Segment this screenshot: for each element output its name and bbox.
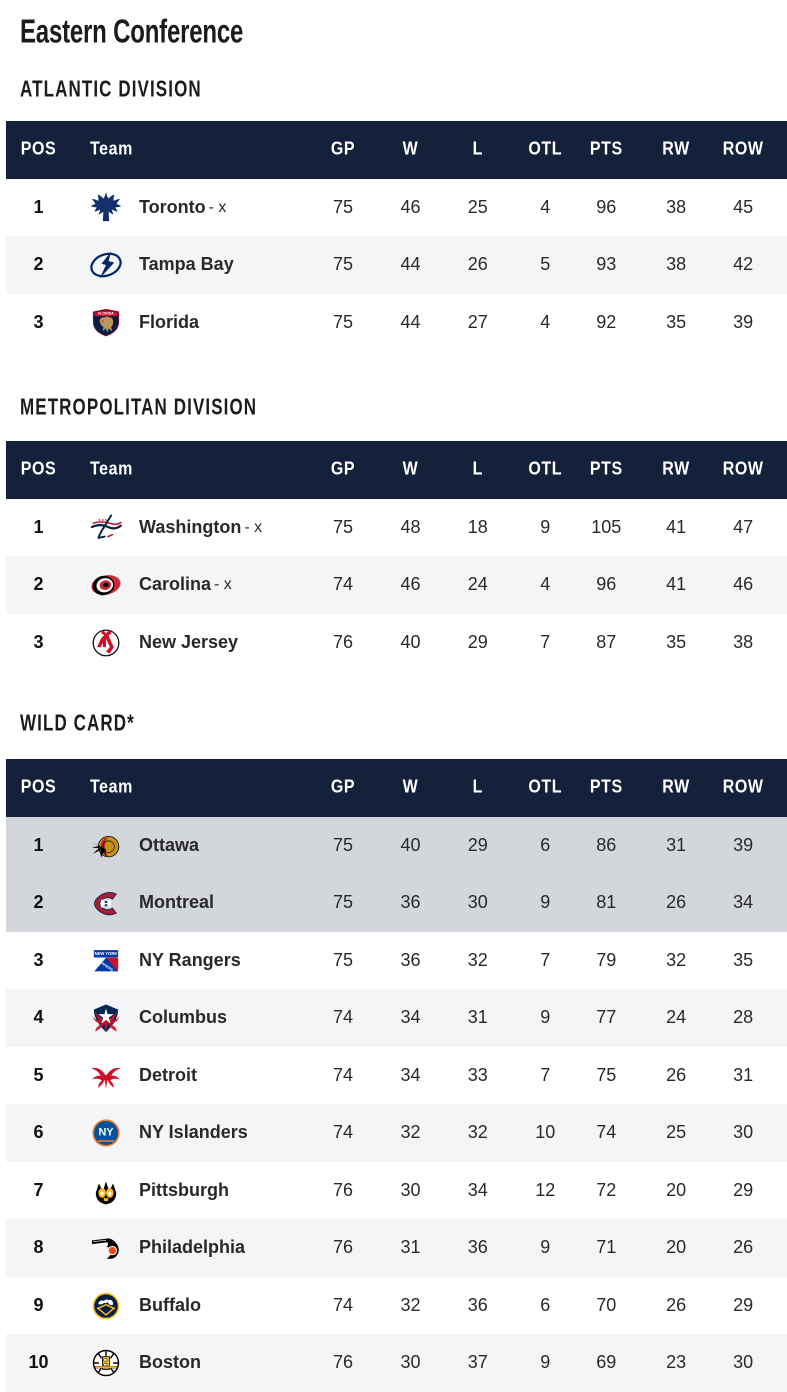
svg-text:NEW YORK: NEW YORK (95, 951, 118, 956)
svg-text:FLORIDA: FLORIDA (98, 312, 114, 316)
svg-text:NY: NY (98, 1127, 114, 1139)
